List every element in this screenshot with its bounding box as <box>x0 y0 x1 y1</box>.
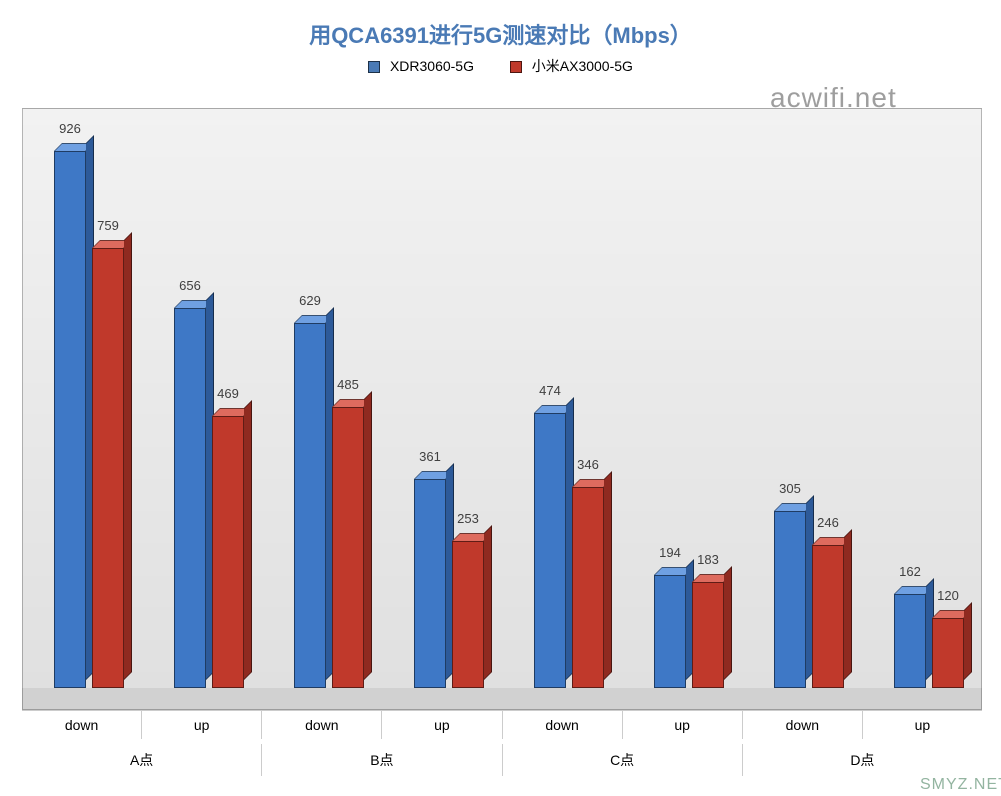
bar-value-label: 926 <box>59 121 81 136</box>
bar-front <box>414 479 446 688</box>
x-axis-row-direction: downupdownupdownupdownup <box>22 710 982 739</box>
bar-front <box>294 323 326 688</box>
bar-value-label: 305 <box>779 481 801 496</box>
bar-front <box>654 575 686 688</box>
x-tick-point: A点 <box>22 744 262 776</box>
bar-group: 656469 <box>174 308 244 688</box>
bar-front <box>534 413 566 688</box>
bar-side <box>124 232 132 680</box>
chart-title: 用QCA6391进行5G测速对比（Mbps） <box>0 18 1001 50</box>
bar: 305 <box>774 511 806 688</box>
bar-group: 629485 <box>294 323 364 688</box>
bar-group: 162120 <box>894 594 964 688</box>
x-axis: downupdownupdownupdownup A点B点C点D点 <box>22 710 982 790</box>
x-tick-direction: down <box>503 710 623 739</box>
chart-legend: XDR3060-5G 小米AX3000-5G <box>0 56 1001 76</box>
bar-value-label: 656 <box>179 278 201 293</box>
bar: 194 <box>654 575 686 688</box>
bar-front <box>92 248 124 688</box>
bar-value-label: 629 <box>299 293 321 308</box>
bar-value-label: 120 <box>937 588 959 603</box>
bar-value-label: 361 <box>419 449 441 464</box>
bar-front <box>54 151 86 688</box>
bar-side <box>364 391 372 680</box>
bar-front <box>572 487 604 688</box>
bar-group: 305246 <box>774 511 844 688</box>
legend-swatch-1 <box>368 61 380 73</box>
x-tick-direction: down <box>22 710 142 739</box>
bar: 120 <box>932 618 964 688</box>
bar: 474 <box>534 413 566 688</box>
bar-value-label: 346 <box>577 457 599 472</box>
bar-value-label: 485 <box>337 377 359 392</box>
bar: 485 <box>332 407 364 688</box>
x-tick-point: D点 <box>743 744 982 776</box>
plot-area: 9267596564696294853612534743461941833052… <box>22 108 982 688</box>
bar-value-label: 474 <box>539 383 561 398</box>
bar-value-label: 183 <box>697 552 719 567</box>
legend-swatch-2 <box>510 61 522 73</box>
x-tick-point: B点 <box>262 744 502 776</box>
bar-front <box>452 541 484 688</box>
x-tick-direction: up <box>382 710 502 739</box>
bar-side <box>724 566 732 680</box>
bar: 656 <box>174 308 206 688</box>
x-tick-direction: up <box>142 710 262 739</box>
bar: 361 <box>414 479 446 688</box>
bar-front <box>332 407 364 688</box>
x-tick-direction: up <box>623 710 743 739</box>
chart-container: 用QCA6391进行5G测速对比（Mbps） XDR3060-5G 小米AX30… <box>0 0 1001 796</box>
bar-value-label: 253 <box>457 511 479 526</box>
legend-item-2: 小米AX3000-5G <box>510 56 633 76</box>
x-tick-direction: down <box>743 710 863 739</box>
bar-front <box>174 308 206 688</box>
bar-group: 474346 <box>534 413 604 688</box>
bar-front <box>812 545 844 688</box>
bar-value-label: 162 <box>899 564 921 579</box>
bar: 162 <box>894 594 926 688</box>
bar-side <box>964 602 972 680</box>
legend-label-2: 小米AX3000-5G <box>532 58 633 74</box>
bar: 183 <box>692 582 724 688</box>
x-tick-direction: down <box>262 710 382 739</box>
bar-front <box>212 416 244 688</box>
bar-front <box>774 511 806 688</box>
bar-side <box>844 529 852 680</box>
x-axis-row-points: A点B点C点D点 <box>22 744 982 776</box>
bar: 246 <box>812 545 844 688</box>
bar-group: 361253 <box>414 479 484 688</box>
bar: 469 <box>212 416 244 688</box>
bar-group: 926759 <box>54 151 124 688</box>
bar-side <box>244 400 252 680</box>
bar: 346 <box>572 487 604 688</box>
x-tick-point: C点 <box>503 744 743 776</box>
bar-front <box>692 582 724 688</box>
bar-value-label: 469 <box>217 386 239 401</box>
bar-value-label: 194 <box>659 545 681 560</box>
legend-item-1: XDR3060-5G <box>368 58 474 74</box>
bar: 759 <box>92 248 124 688</box>
bar-front <box>894 594 926 688</box>
plot-floor <box>22 688 982 710</box>
bar-front <box>932 618 964 688</box>
bar-value-label: 246 <box>817 515 839 530</box>
x-tick-direction: up <box>863 710 982 739</box>
bar: 629 <box>294 323 326 688</box>
bar-group: 194183 <box>654 575 724 688</box>
bar-side <box>604 471 612 680</box>
bar: 253 <box>452 541 484 688</box>
bar: 926 <box>54 151 86 688</box>
bar-side <box>484 525 492 680</box>
legend-label-1: XDR3060-5G <box>390 58 474 74</box>
bar-value-label: 759 <box>97 218 119 233</box>
